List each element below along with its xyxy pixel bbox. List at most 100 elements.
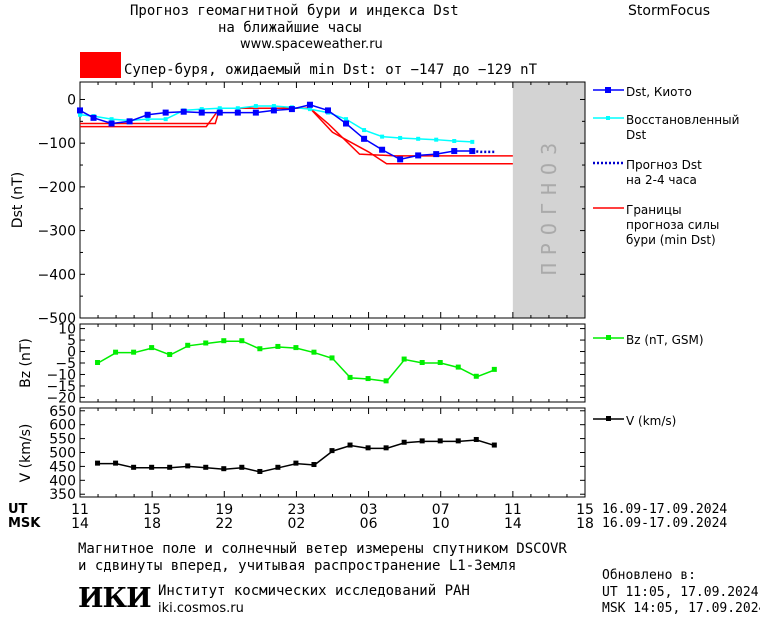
v-point [113,460,119,466]
updated-label: Обновлено в: [602,568,696,583]
bz-point [293,345,299,351]
v-point [167,464,173,470]
restored-dst-point [307,107,312,112]
ut-axis-label: UT [8,502,28,517]
dst-plot-frame [79,81,586,319]
dst-forecast-line [472,149,495,154]
bz-point [275,343,281,349]
v-point [473,436,479,442]
msk-tick-label: 10 [432,516,450,532]
dst-kyoto-point [180,108,187,115]
legend-bounds-line1: Границы [626,203,682,217]
dst-kyoto-point [306,101,313,108]
bz-point [113,349,119,355]
bz-point [167,351,173,357]
v-point [293,460,299,466]
bz-ytick-label: −10 [46,367,76,383]
ut-tick-label: 15 [143,502,161,518]
dst-kyoto-point [451,148,458,155]
dst-ytick-label: −200 [38,180,76,196]
v-point [365,445,371,451]
dst-ytick-label: 0 [67,92,76,108]
dst-kyoto-point [433,151,440,158]
dst-kyoto-point [415,152,422,159]
bz-point [473,373,479,379]
ut-tick-label: 15 [576,502,594,518]
legend-dst-kyoto: Dst, Киото [626,85,692,99]
header-url[interactable]: www.spaceweather.ru [240,37,383,52]
dst-kyoto-point [397,156,404,163]
ut-tick-label: 11 [71,502,89,518]
bz-point [329,355,335,361]
restored-dst-point [235,106,240,111]
legend-forecast-line2: на 2-4 часа [626,173,697,187]
institute-url[interactable]: iki.cosmos.ru [158,601,244,616]
dst-ytick-label: −100 [38,136,76,152]
ut-tick-label: 07 [432,502,450,518]
dst-kyoto-point [90,114,97,121]
legend-bz: Bz (nT, GSM) [626,333,704,347]
restored-dst-point [344,117,349,122]
restored-dst-point [416,136,421,141]
v-ytick-label: 400 [49,473,76,489]
msk-tick-label: 18 [143,516,161,532]
v-point [95,460,101,466]
chart-title-line2: на ближайшие часы [218,20,362,36]
ut-tick-label: 19 [215,502,233,518]
dst-kyoto-point [77,107,83,114]
bounds-upper-line [80,107,513,165]
dst-ytick-label: −400 [38,267,76,283]
legend-restored-line2: Dst [626,128,647,142]
bz-ytick-label: −20 [46,390,76,406]
dst-kyoto-point [270,107,277,114]
bz-point [419,360,425,365]
dst-kyoto-point [126,118,133,125]
bz-ytick-label: 0 [67,345,76,361]
bz-axis-label: Bz (nT) [18,338,34,388]
v-axis-label: V (km/s) [18,424,34,483]
footer-note-line2: и сдвинуты вперед, учитывая распростране… [78,558,517,574]
v-ytick-label: 450 [49,459,76,475]
storm-banner-text: Супер-буря, ожидаемый min Dst: от −147 д… [124,62,538,78]
iki-logo-text: ИКИ [78,583,152,614]
dst-kyoto-point [234,109,241,116]
bz-ytick-label: −5 [55,356,76,372]
dst-kyoto-point [162,109,169,116]
restored-dst-point [253,104,258,109]
updated-msk: MSK 14:05, 17.09.2024 [602,601,760,616]
v-point [311,462,317,468]
dst-kyoto-point [216,109,223,116]
bz-point [131,349,137,355]
bz-point [491,366,497,372]
v-point [131,464,137,470]
updated-ut: UT 11:05, 17.09.2024 [602,585,759,600]
bz-point [455,364,461,370]
msk-axis-label: MSK [8,516,41,531]
v-ytick-label: 650 [49,404,76,420]
v-point [347,442,353,448]
restored-dst-point [163,117,168,122]
bz-plot-frame [79,323,586,403]
dst-kyoto-point [361,135,368,142]
chart-title-line1: Прогноз геомагнитной бури и индекса Dst [130,3,459,19]
v-ytick-label: 500 [49,446,76,462]
restored-dst-point [78,112,82,117]
v-point [383,445,389,451]
forecast-band [512,82,585,318]
ut-date-range: 16.09-17.09.2024 [602,502,728,517]
bz-ytick-label: 10 [58,322,76,338]
v-point [329,448,335,454]
restored-dst-point [145,117,150,122]
v-ytick-label: 350 [49,487,76,503]
legend-bounds-line2: прогноза силы [626,218,720,232]
legend-v-marker [606,416,611,421]
bz-ytick-label: −15 [46,379,76,395]
v-point [239,464,245,470]
dst-ytick-label: −300 [38,224,76,240]
legend-bounds-line3: бури (min Dst) [626,233,716,247]
v-point [185,463,191,469]
bz-point [347,374,353,380]
forecast-band-label: ПРОГНОЗ [537,135,561,275]
legend-restored-marker [606,116,610,120]
restored-dst-point [362,128,367,133]
